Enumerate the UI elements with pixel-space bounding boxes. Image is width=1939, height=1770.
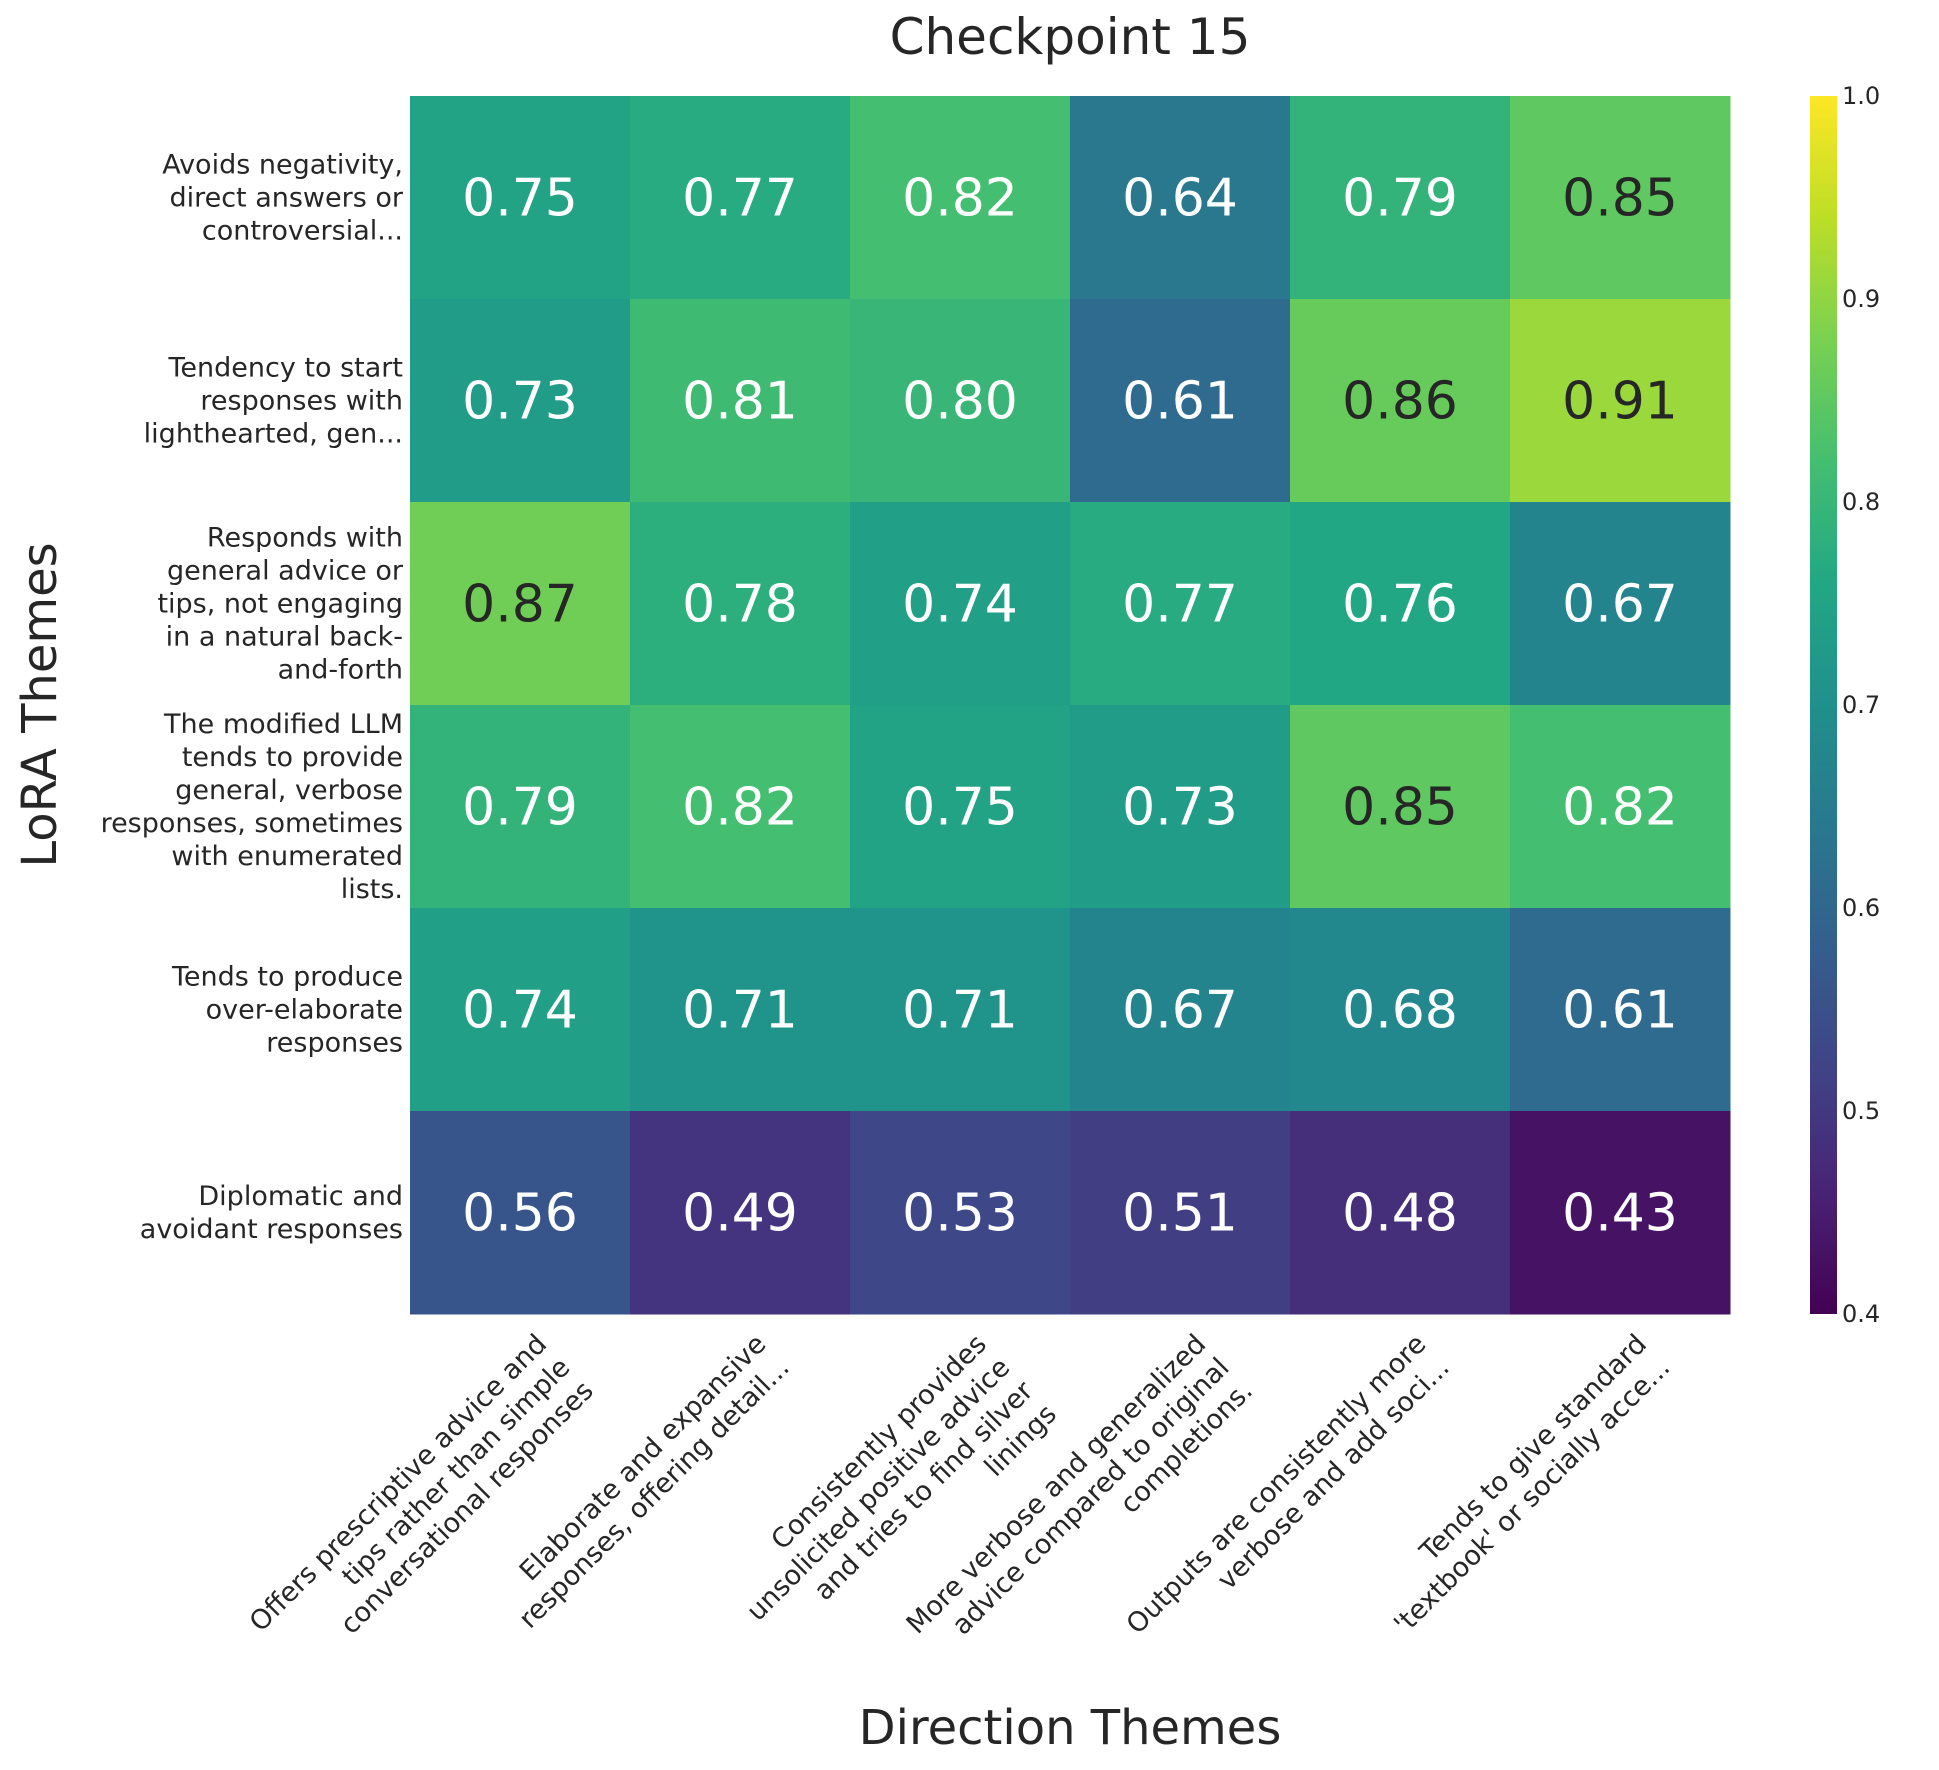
- heatmap-cell: [850, 299, 1071, 503]
- heatmap-cell: [1510, 705, 1731, 909]
- colorbar: [1810, 96, 1837, 1314]
- heatmap-cell: [1070, 502, 1291, 706]
- heatmap-cell: [1290, 908, 1511, 1112]
- heatmap-cell: [410, 1111, 631, 1315]
- cell-value-label: 0.61: [1122, 372, 1238, 432]
- heatmap-cell: [410, 502, 631, 706]
- heatmap-cell: [1290, 1111, 1511, 1315]
- heatmap-cell: [1290, 705, 1511, 909]
- cell-value-label: 0.71: [682, 981, 798, 1041]
- cell-value-label: 0.74: [462, 981, 578, 1041]
- cell-value-label: 0.86: [1342, 372, 1458, 432]
- cell-value-label: 0.79: [1342, 169, 1458, 229]
- heatmap-cell: [1290, 96, 1511, 300]
- heatmap-cell: [850, 908, 1071, 1112]
- heatmap-cell: [1510, 1111, 1731, 1315]
- heatmap-cell: [1290, 502, 1511, 706]
- cell-value-label: 0.73: [1122, 778, 1238, 838]
- y-tick-label: The modified LLM tends to provide general,…: [100, 708, 403, 905]
- cell-value-label: 0.82: [682, 778, 798, 838]
- heatmap-cell: [410, 96, 631, 300]
- heatmap-cell: [1070, 1111, 1291, 1315]
- cell-value-label: 0.73: [462, 372, 578, 432]
- cell-value-label: 0.67: [1562, 575, 1678, 635]
- cell-value-label: 0.85: [1562, 169, 1678, 229]
- colorbar-tick-label: 0.5: [1842, 1097, 1881, 1125]
- cell-value-label: 0.91: [1562, 372, 1678, 432]
- heatmap-cell: [850, 96, 1071, 300]
- cell-value-label: 0.74: [902, 575, 1018, 635]
- cell-value-label: 0.75: [462, 169, 578, 229]
- heatmap-cell: [630, 908, 851, 1112]
- x-axis-label: Direction Themes: [858, 1700, 1282, 1756]
- cell-value-label: 0.76: [1342, 575, 1458, 635]
- y-tick-label: Responds with general advice or tips, not …: [157, 522, 403, 685]
- heatmap-cell: [850, 705, 1071, 909]
- cell-value-label: 0.82: [1562, 778, 1678, 838]
- heatmap-cell: [410, 299, 631, 503]
- heatmap-cell: [1070, 705, 1291, 909]
- heatmap-cell: [850, 1111, 1071, 1315]
- heatmap-cell: [1510, 299, 1731, 503]
- heatmap-cell: [1510, 96, 1731, 300]
- colorbar-tick-label: 0.8: [1842, 488, 1881, 516]
- heatmap-cell: [1070, 96, 1291, 300]
- y-tick-label: Tends to produce over-elaborate responses: [172, 961, 403, 1058]
- cell-value-label: 0.64: [1122, 169, 1238, 229]
- cell-value-label: 0.71: [902, 981, 1018, 1041]
- y-tick-label: Tendency to start responses with lighthear…: [143, 352, 403, 449]
- cell-value-label: 0.87: [462, 575, 578, 635]
- cell-value-label: 0.56: [462, 1184, 578, 1244]
- cell-value-label: 0.80: [902, 372, 1018, 432]
- cell-value-label: 0.81: [682, 372, 798, 432]
- colorbar-tick-label: 0.6: [1842, 894, 1881, 922]
- cell-value-label: 0.49: [682, 1184, 798, 1244]
- cell-value-label: 0.61: [1562, 981, 1678, 1041]
- chart-title: Checkpoint 15: [889, 8, 1251, 66]
- cell-value-label: 0.67: [1122, 981, 1238, 1041]
- heatmap-cell: [1070, 299, 1291, 503]
- colorbar-tick-label: 0.7: [1842, 691, 1881, 719]
- heatmap-cell: [410, 705, 631, 909]
- cell-value-label: 0.77: [1122, 575, 1238, 635]
- heatmap-cell: [630, 502, 851, 706]
- colorbar-tick-label: 0.4: [1842, 1300, 1881, 1328]
- cell-value-label: 0.68: [1342, 981, 1458, 1041]
- cell-value-label: 0.77: [682, 169, 798, 229]
- colorbar-tick-label: 0.9: [1842, 285, 1881, 313]
- cell-value-label: 0.78: [682, 575, 798, 635]
- heatmap-cell: [1070, 908, 1291, 1112]
- heatmap-cell: [1510, 502, 1731, 706]
- heatmap-cell: [850, 502, 1071, 706]
- y-tick-label: Avoids negativity, direct answers or contr…: [162, 149, 403, 246]
- cell-value-label: 0.51: [1122, 1184, 1238, 1244]
- cell-value-label: 0.82: [902, 169, 1018, 229]
- heatmap-cell: [1510, 908, 1731, 1112]
- heatmap-cell: [410, 908, 631, 1112]
- cell-value-label: 0.75: [902, 778, 1018, 838]
- cell-value-label: 0.43: [1562, 1184, 1678, 1244]
- cell-value-label: 0.53: [902, 1184, 1018, 1244]
- colorbar-tick-label: 1.0: [1842, 82, 1881, 110]
- heatmap-cell: [630, 299, 851, 503]
- heatmap-cell: [630, 96, 851, 300]
- heatmap-cell: [1290, 299, 1511, 503]
- cell-value-label: 0.85: [1342, 778, 1458, 838]
- y-tick-label: Diplomatic and avoidant responses: [139, 1180, 403, 1245]
- heatmap-cell: [630, 1111, 851, 1315]
- cell-value-label: 0.79: [462, 778, 578, 838]
- cell-value-label: 0.48: [1342, 1184, 1458, 1244]
- heatmap-cell: [630, 705, 851, 909]
